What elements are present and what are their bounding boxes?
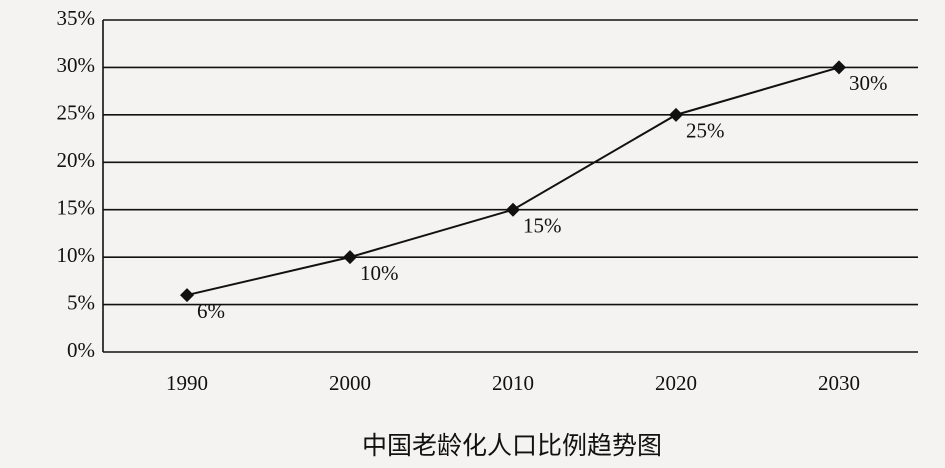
x-tick-label: 2010	[492, 371, 534, 395]
y-tick-label: 35%	[57, 6, 96, 30]
chart-title: 中国老龄化人口比例趋势图	[362, 431, 662, 460]
data-label: 6%	[197, 299, 225, 323]
data-label: 10%	[360, 261, 399, 285]
marker	[669, 107, 683, 122]
y-tick-label: 15%	[57, 196, 96, 220]
y-tick-label: 25%	[57, 101, 96, 125]
y-tick-label: 30%	[57, 53, 96, 77]
y-tick-label: 5%	[67, 290, 95, 314]
y-tick-label: 0%	[67, 338, 95, 362]
data-label: 25%	[686, 119, 725, 143]
marker	[832, 60, 846, 75]
x-tick-label: 2000	[329, 371, 371, 395]
x-tick-label: 1990	[166, 371, 208, 395]
x-tick-label: 2030	[818, 371, 860, 395]
marker	[180, 288, 194, 303]
x-tick-label: 2020	[655, 371, 697, 395]
y-tick-label: 10%	[57, 243, 96, 267]
marker	[343, 250, 357, 265]
data-label: 15%	[523, 214, 562, 238]
marker	[506, 202, 520, 217]
y-tick-label: 20%	[57, 148, 96, 172]
data-label: 30%	[849, 71, 888, 95]
line	[186, 66, 840, 297]
